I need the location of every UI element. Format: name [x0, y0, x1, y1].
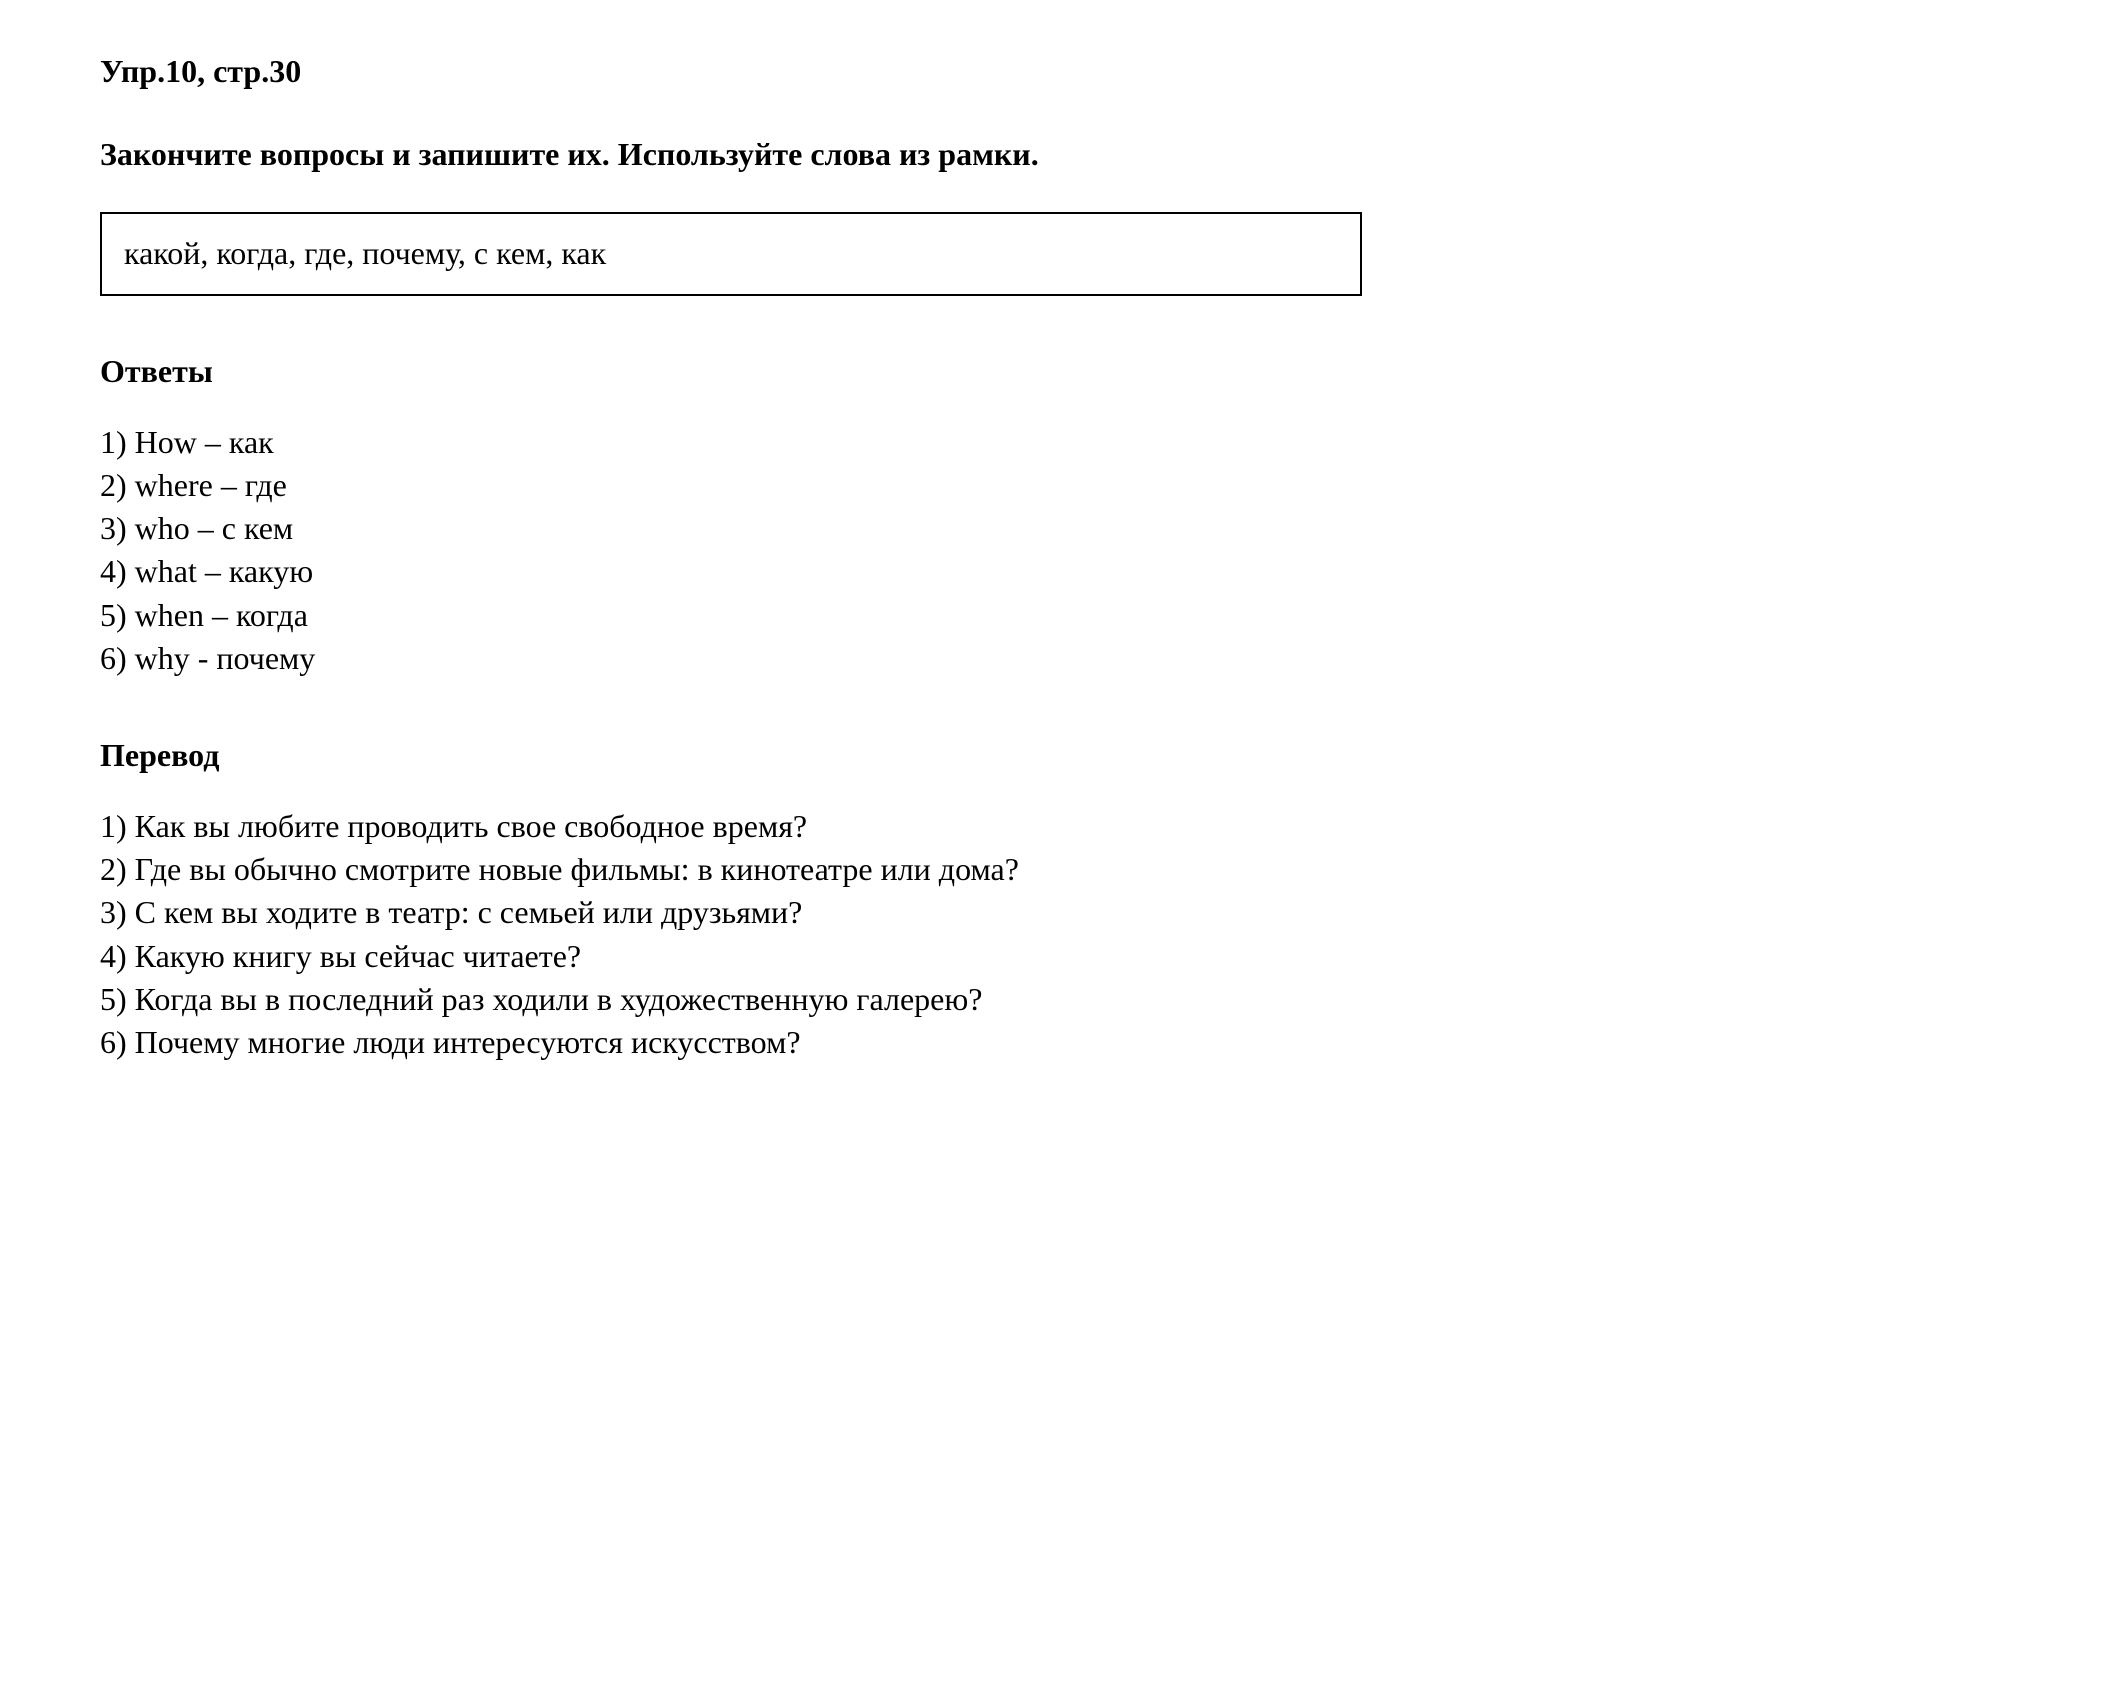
translation-item: 2) Где вы обычно смотрите новые фильмы: …	[100, 848, 2012, 891]
translation-list: 1) Как вы любите проводить свое свободно…	[100, 805, 2012, 1064]
translation-item: 1) Как вы любите проводить свое свободно…	[100, 805, 2012, 848]
translation-section: Перевод 1) Как вы любите проводить свое …	[100, 734, 2012, 1064]
answer-item: 3) who – с кем	[100, 507, 2012, 550]
translation-item: 5) Когда вы в последний раз ходили в худ…	[100, 978, 2012, 1021]
word-box: какой, когда, где, почему, с кем, как	[100, 212, 1362, 295]
answer-item: 5) when – когда	[100, 594, 2012, 637]
translation-item: 4) Какую книгу вы сейчас читаете?	[100, 935, 2012, 978]
answer-item: 4) what – какую	[100, 550, 2012, 593]
word-box-content: какой, когда, где, почему, с кем, как	[124, 235, 606, 271]
answers-heading: Ответы	[100, 350, 2012, 393]
exercise-title: Упр.10, стр.30	[100, 50, 2012, 93]
answer-item: 6) why - почему	[100, 637, 2012, 680]
translation-item: 6) Почему многие люди интересуются искус…	[100, 1021, 2012, 1064]
answer-item: 1) How – как	[100, 421, 2012, 464]
translation-heading: Перевод	[100, 734, 2012, 777]
answers-list: 1) How – как 2) where – где 3) who – с к…	[100, 421, 2012, 680]
translation-item: 3) С кем вы ходите в театр: с семьей или…	[100, 891, 2012, 934]
instruction-text: Закончите вопросы и запишите их. Использ…	[100, 133, 2012, 176]
answer-item: 2) where – где	[100, 464, 2012, 507]
